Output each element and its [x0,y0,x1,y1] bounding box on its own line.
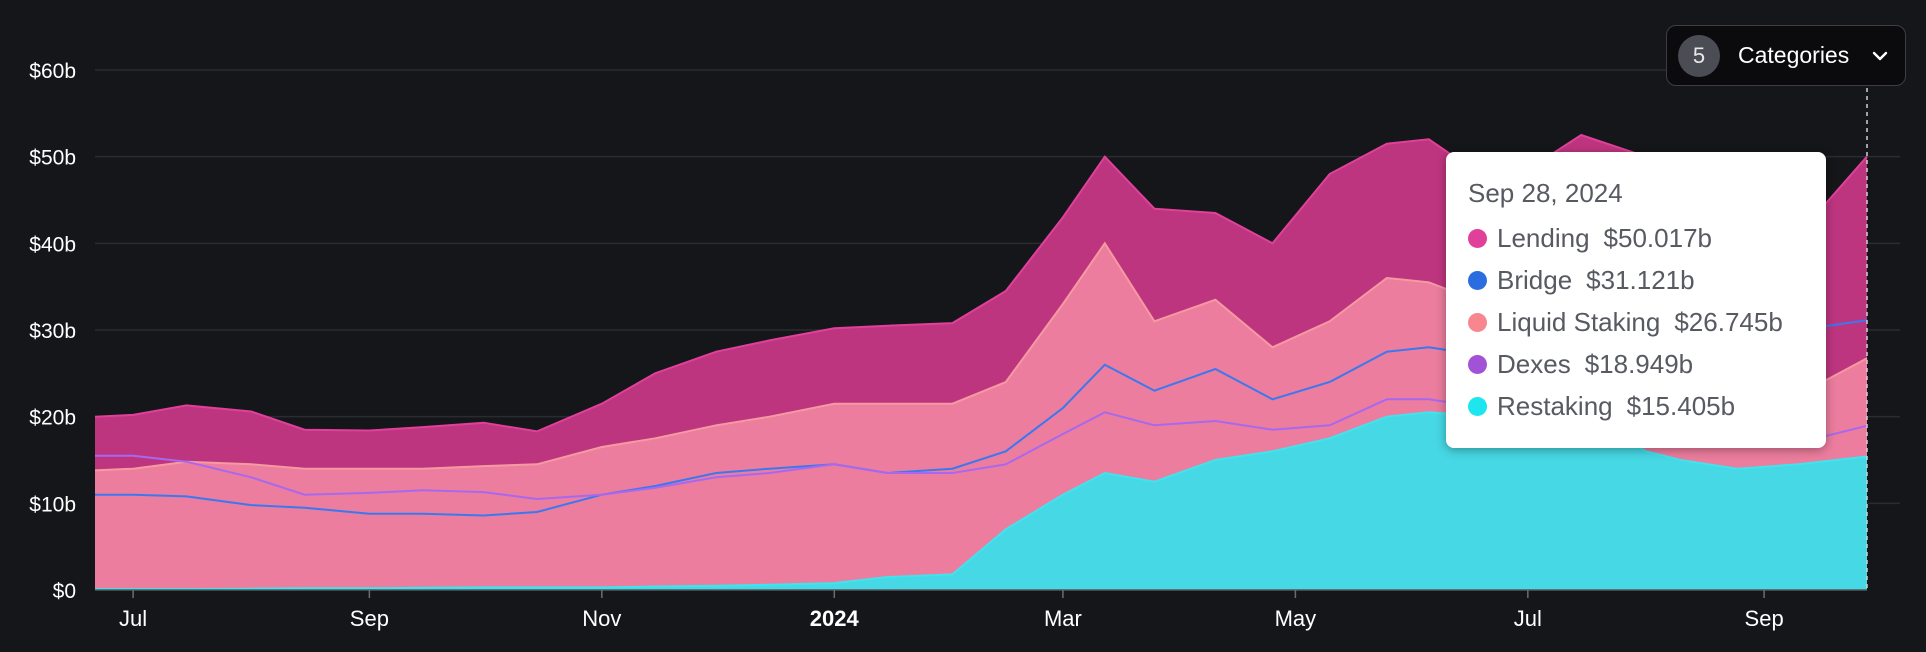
x-tick-label: Mar [1044,606,1082,631]
legend-dot-icon [1468,396,1487,416]
tooltip-series-name: Liquid Staking [1497,306,1661,337]
x-tick-label: Jul [119,606,147,631]
y-axis: $0 $10b $20b $30b $40b $50b $60b [29,60,76,603]
tooltip-series-value: $15.405b [1626,390,1736,421]
chevron-down-icon [1872,51,1888,60]
y-tick-label: $40b [29,233,76,256]
tooltip-series-value: $18.949b [1584,348,1694,379]
legend-dot-icon [1468,228,1487,248]
x-tick-label: Sep [1745,606,1784,631]
tooltip-series-value: $31.121b [1586,264,1695,295]
x-axis: Jul Sep Nov 2024 Mar May Jul Sep [95,589,1867,631]
tooltip-series-name: Lending [1497,222,1590,253]
tooltip-row-bridge: Bridge $31.121b [1468,259,1804,301]
x-tick-label: 2024 [810,606,860,631]
x-tick-label: Jul [1514,606,1542,631]
tooltip-row-lending: Lending $50.017b [1468,217,1804,259]
series-line-lending [94,133,1868,433]
chart-tooltip: Sep 28, 2024 Lending $50.017b Bridge $31.12… [1446,152,1826,448]
categories-label: Categories [1738,42,1850,68]
tooltip-series-value: $26.745b [1674,306,1783,337]
tooltip-series-name: Bridge [1497,264,1573,295]
legend-dot-icon [1468,354,1487,374]
y-tick-label: $20b [29,407,76,430]
tooltip-series-name: Restaking [1497,390,1613,421]
tooltip-series-value: $50.017b [1603,222,1712,253]
x-tick-label: Nov [582,606,621,631]
tooltip-date: Sep 28, 2024 [1468,178,1623,208]
categories-dropdown-button[interactable]: 5 Categories [1666,25,1906,86]
y-tick-label: $50b [29,147,76,170]
y-tick-label: $30b [29,320,76,343]
y-tick-label: $10b [29,493,76,516]
tooltip-row-liquid-staking: Liquid Staking $26.745b [1468,301,1804,343]
tooltip-row-dexes: Dexes $18.949b [1468,343,1804,385]
tooltip-series-name: Dexes [1497,348,1571,379]
chart-series [94,133,1868,591]
legend-dot-icon [1468,270,1487,290]
y-tick-label: $60b [29,60,76,83]
x-tick-label: May [1275,606,1317,631]
series-area-restaking [95,412,1867,590]
x-tick-label: Sep [350,606,389,631]
tooltip-row-restaking: Restaking $15.405b [1468,385,1804,427]
legend-dot-icon [1468,312,1487,332]
y-tick-label: $0 [53,580,76,603]
categories-count-badge: 5 [1678,34,1720,77]
